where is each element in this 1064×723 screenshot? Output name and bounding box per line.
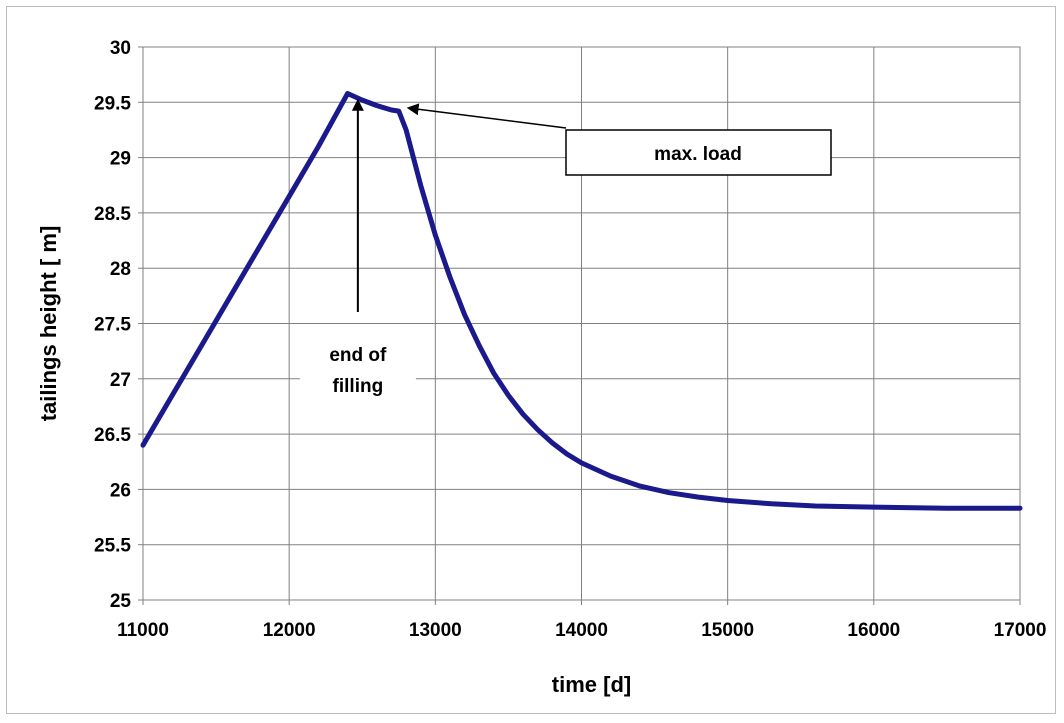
y-tick-label: 27.5: [94, 315, 131, 336]
x-tick-label: 12000: [263, 620, 316, 641]
end-of-filling-label-bg: [299, 336, 416, 404]
y-tick-label: 28.5: [94, 204, 131, 225]
y-tick-label: 27: [110, 370, 131, 391]
x-tick-label: 11000: [117, 620, 169, 641]
max-load-label: max. load: [654, 144, 742, 165]
x-tick-label: 13000: [409, 620, 462, 641]
y-gridlines: [138, 46, 1020, 601]
end-of-filling-label-line1: end of: [329, 345, 387, 366]
end-of-filling-label-line2: filling: [333, 376, 384, 397]
y-tick-label: 26.5: [94, 425, 131, 446]
y-tick-label: 29: [110, 149, 131, 170]
max-load-arrow: [406, 103, 567, 129]
y-tick-labels: 25 25.5 26 26.5 27 27.5 28 28.5 29 29.5 30: [94, 38, 131, 612]
y-axis-title: tailings height [ m]: [36, 226, 61, 422]
x-tick-label: 17000: [994, 620, 1047, 641]
y-tick-label: 29.5: [94, 93, 131, 114]
y-tick-label: 26: [110, 480, 131, 501]
series-line: [140, 91, 1023, 511]
x-tick-label: 14000: [555, 620, 608, 641]
x-tick-labels: 11000 12000 13000 14000 15000 16000 17000: [117, 620, 1046, 641]
x-tick-label: 16000: [847, 620, 900, 641]
max-load-box: [565, 129, 832, 176]
x-axis-title: time [d]: [552, 672, 631, 697]
y-tick-label: 25.5: [94, 536, 131, 557]
x-tick-label: 15000: [701, 620, 754, 641]
y-tick-label: 28: [110, 259, 131, 280]
y-tick-label: 30: [110, 38, 131, 59]
y-tick-label: 25: [110, 591, 132, 612]
